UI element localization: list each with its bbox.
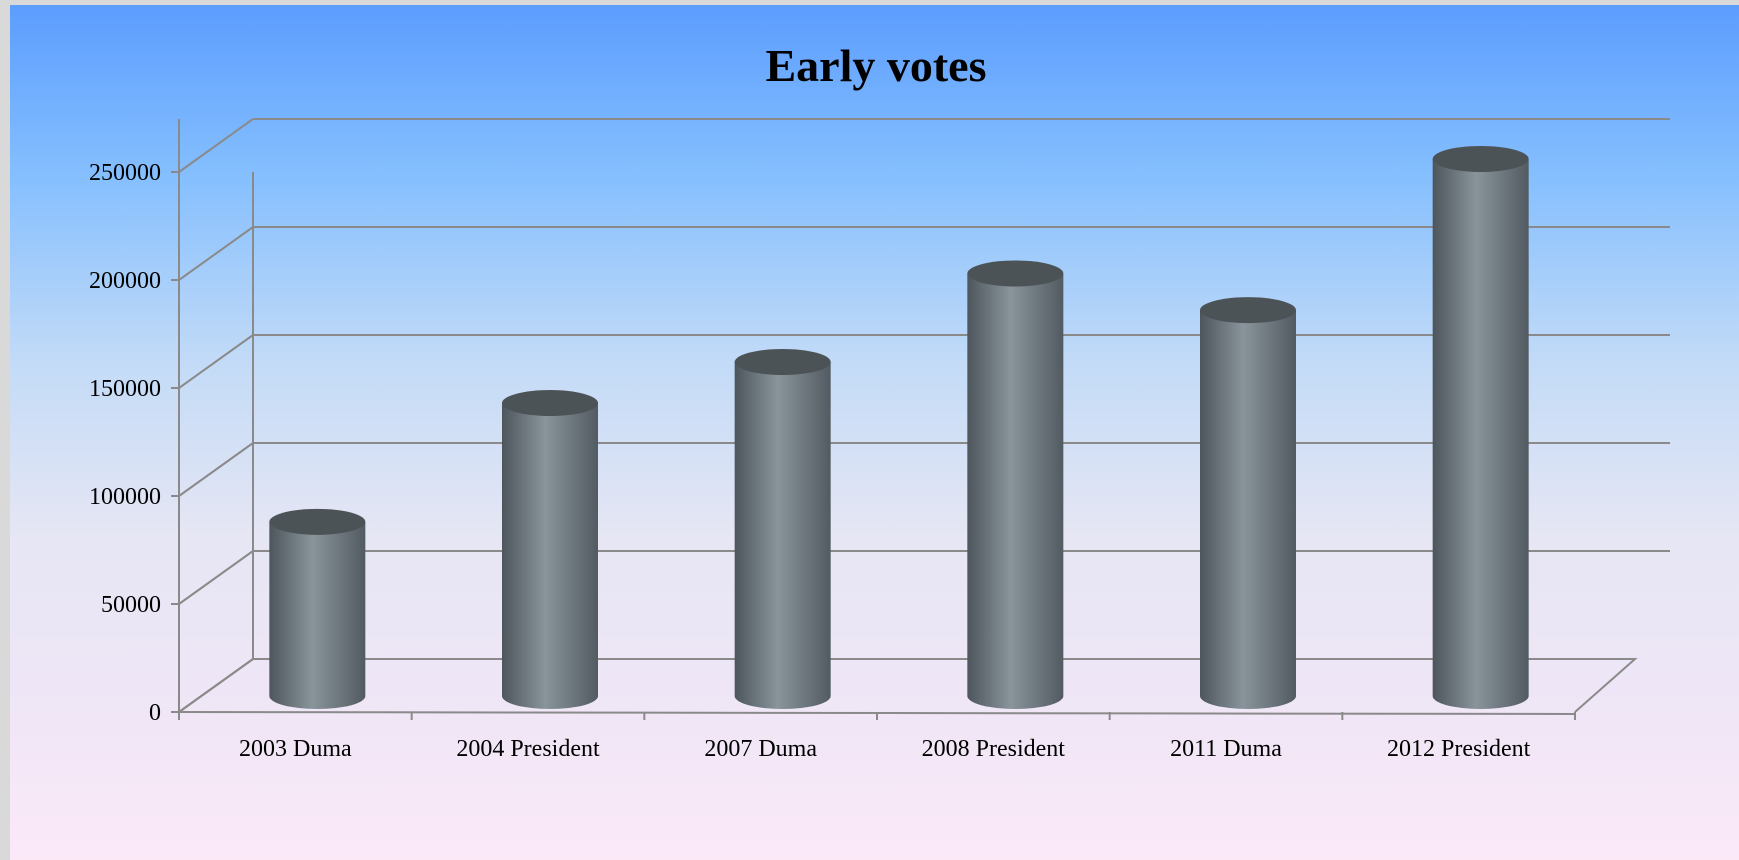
- bar-body: [269, 521, 366, 709]
- bar: [967, 260, 1064, 709]
- gridline-side: [178, 334, 254, 389]
- bar: [1200, 297, 1296, 709]
- y-tick-label: 250000: [89, 160, 161, 186]
- bar-top: [1200, 297, 1296, 324]
- early-votes-chart: Early votes 0 50000 100000 150000 200000 2500…: [89, 40, 1670, 762]
- bar-body: [1200, 310, 1296, 709]
- bar: [502, 390, 598, 709]
- gridline-side: [178, 226, 254, 281]
- gridline-side: [178, 442, 254, 497]
- bar: [269, 508, 366, 709]
- x-tick-label: 2007 Duma: [704, 736, 817, 762]
- bar-body: [1432, 158, 1529, 709]
- y-tick-label: 150000: [89, 376, 161, 402]
- y-tick-label: 100000: [89, 484, 161, 510]
- chart-title: Early votes: [765, 40, 986, 91]
- y-tick-label: 0: [149, 700, 161, 726]
- bar: [734, 349, 831, 709]
- x-tick-label: 2003 Duma: [239, 736, 352, 762]
- bar-body: [967, 273, 1064, 709]
- bar-body: [502, 403, 598, 709]
- y-tick-label: 50000: [101, 592, 161, 618]
- x-tick-label: 2008 President: [922, 736, 1066, 762]
- bar-top: [734, 349, 831, 375]
- chart-background: Early votes 0 50000 100000 150000 200000 2500…: [10, 5, 1739, 860]
- bar-top: [1432, 145, 1529, 172]
- bar-body: [734, 362, 831, 709]
- floor-outline: [178, 658, 1638, 713]
- x-tick-label: 2011 Duma: [1170, 736, 1282, 762]
- bar-top: [269, 508, 366, 535]
- x-tick-label: 2004 President: [456, 736, 600, 762]
- bar: [1432, 145, 1529, 709]
- bar-top: [502, 390, 598, 417]
- gridline-side: [178, 550, 254, 605]
- x-tick-label: 2012 President: [1387, 736, 1531, 762]
- y-tick-label: 200000: [89, 268, 161, 294]
- gridline-side: [178, 118, 254, 173]
- bar-top: [967, 260, 1064, 287]
